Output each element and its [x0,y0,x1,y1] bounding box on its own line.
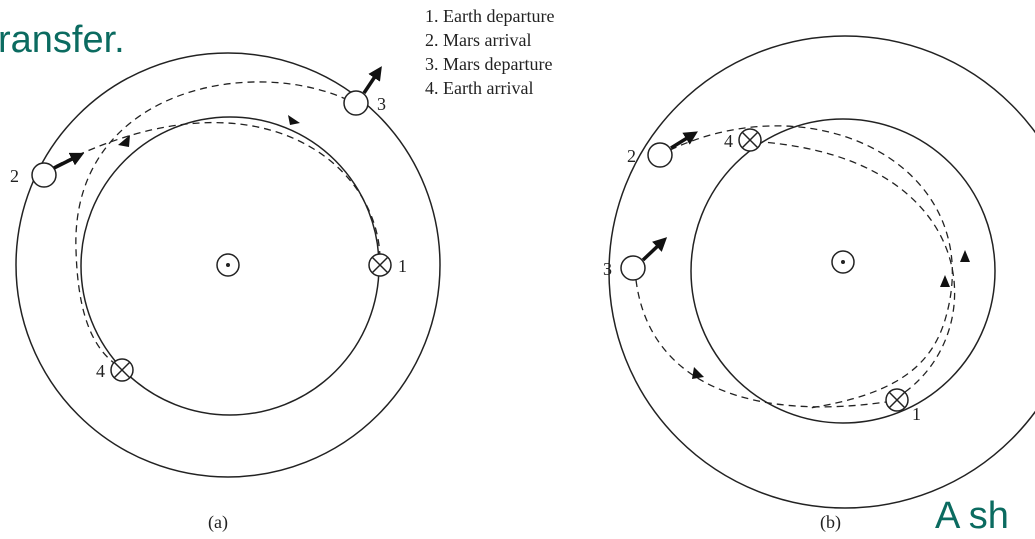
caption: (b) [820,512,841,533]
diagram-b: 1 2 3 4 (b) [603,35,1035,533]
point-label: 3 [603,259,612,279]
velocity-arrow [670,131,698,150]
point-label: 1 [398,256,407,276]
legend-item: 1. Earth departure [425,6,554,26]
diagram-a: 1 2 3 4 (a) [10,52,441,533]
arrowhead [288,115,300,125]
legend-item: 2. Mars arrival [425,30,531,50]
cross [113,361,131,379]
point-label: 2 [10,166,19,186]
velocity-arrow [641,237,668,262]
arrowhead [940,275,950,287]
cross [371,256,389,274]
transfer-path [761,141,956,393]
arrowhead [118,135,130,147]
point-label: 4 [724,131,733,151]
legend-item: 3. Mars departure [425,54,552,74]
velocity-arrow [362,66,382,94]
transfer-path [75,81,349,367]
point-label: 2 [627,146,636,166]
velocity-arrow [53,152,85,170]
mars-point [31,162,57,188]
mars-point [647,142,673,168]
transfer-path [635,279,887,408]
footer-text: A sh [935,495,1009,537]
cross [741,131,759,149]
caption: (a) [208,512,228,533]
legend-item: 4. Earth arrival [425,78,533,98]
sun-dot [841,260,845,264]
point-label: 4 [96,361,105,381]
earth-orbit [690,118,996,424]
arrowhead [960,250,970,262]
transfer-path [669,125,953,409]
arrowhead [692,367,704,379]
mars-orbit [608,35,1035,509]
transfer-path [43,121,381,259]
mars-orbit [15,52,441,478]
point-label: 3 [377,94,386,114]
slide-title: ransfer. [0,19,125,61]
cross [888,391,906,409]
sun-dot [226,263,230,267]
point-label: 1 [912,404,921,424]
mars-point [343,90,369,116]
mars-point [620,255,646,281]
